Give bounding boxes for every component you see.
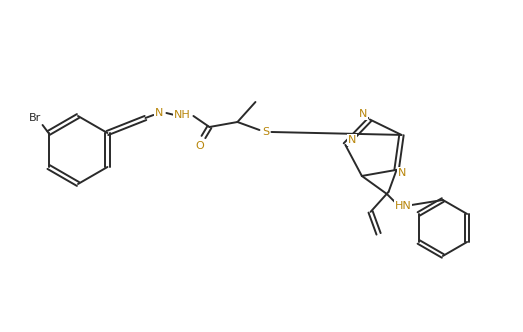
Text: N: N <box>397 168 406 178</box>
Text: N: N <box>359 110 367 120</box>
Text: O: O <box>195 141 204 151</box>
Text: NH: NH <box>174 110 191 120</box>
Text: Br: Br <box>28 113 41 123</box>
Text: S: S <box>262 127 269 137</box>
Text: HN: HN <box>394 201 411 211</box>
Text: N: N <box>155 108 164 118</box>
Text: N: N <box>348 135 357 145</box>
